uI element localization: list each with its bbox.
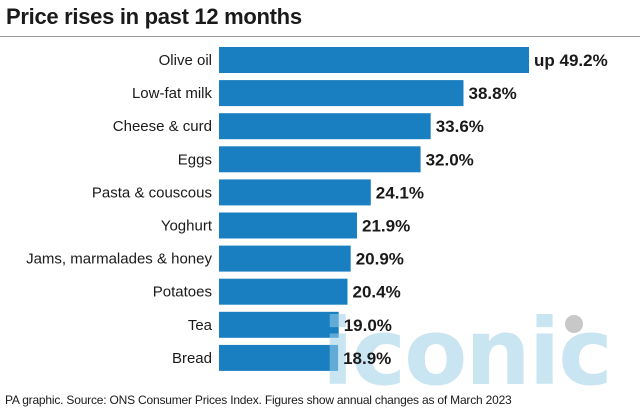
category-label: Olive oil [159, 52, 212, 69]
value-label: 38.8% [469, 84, 517, 103]
bar [219, 113, 431, 140]
value-label: 33.6% [436, 117, 484, 136]
category-label: Low-fat milk [132, 85, 213, 102]
bar-chart: Olive oil Low-fat milk Cheese & curd Eggs Pa… [26, 47, 613, 390]
title-divider [0, 36, 640, 37]
value-label: 20.4% [353, 283, 401, 302]
bar [219, 344, 339, 371]
bar [219, 311, 339, 338]
value-label: 21.9% [362, 217, 410, 236]
bar [219, 278, 348, 305]
bar [219, 146, 421, 173]
category-label: Yoghurt [161, 218, 213, 235]
category-label: Bread [172, 350, 212, 367]
bar [219, 80, 464, 107]
value-label: 24.1% [376, 183, 424, 202]
watermark-dot [565, 315, 583, 333]
category-label: Pasta & couscous [92, 184, 212, 201]
value-label: up 49.2% [534, 51, 608, 70]
bar-group [219, 47, 529, 371]
bar [219, 179, 371, 206]
category-label: Cheese & curd [113, 118, 212, 135]
category-label: Potatoes [153, 284, 212, 301]
value-label: 20.9% [356, 250, 404, 269]
chart-title: Price rises in past 12 months [6, 4, 302, 29]
category-label: Jams, marmalades & honey [26, 251, 212, 268]
category-label: Eggs [178, 151, 212, 168]
bar [219, 212, 357, 239]
category-label-group: Olive oil Low-fat milk Cheese & curd Eggs Pa… [26, 52, 213, 367]
bar [219, 47, 529, 73]
value-label: 18.9% [343, 349, 391, 368]
value-label: 19.0% [344, 316, 392, 335]
category-label: Tea [188, 317, 213, 334]
watermark-logo-text: iconic [322, 299, 611, 390]
watermark: iconic [322, 299, 613, 390]
bar [219, 245, 351, 272]
value-label: 32.0% [426, 150, 474, 169]
source-note: PA graphic. Source: ONS Consumer Prices … [5, 393, 512, 407]
value-label-group: up 49.2% 38.8% 33.6% 32.0%24.1% 21.9% 20.9% 20… [343, 51, 608, 368]
